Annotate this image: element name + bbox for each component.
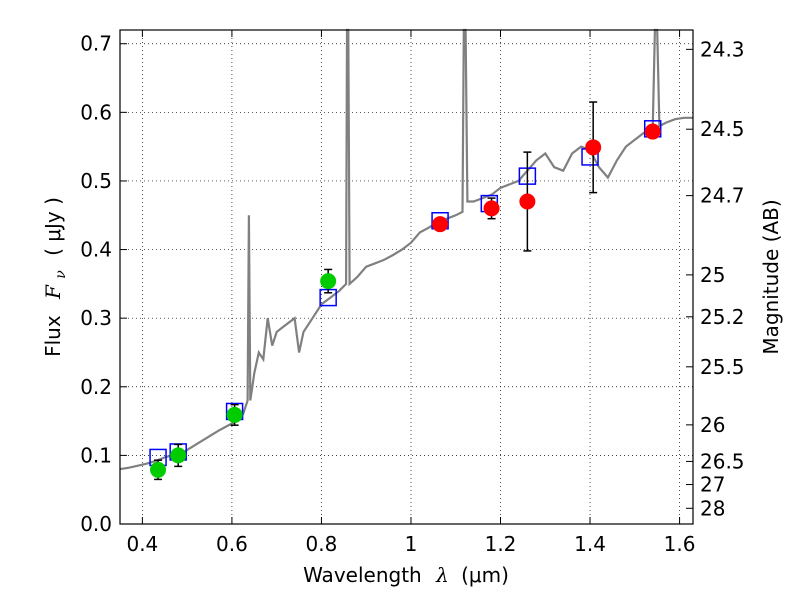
x-tick-label: 0.8 [306,532,338,556]
observed-point [320,273,337,290]
y2-tick-label: 24.3 [700,37,745,61]
y2-tick-label: 24.7 [700,184,745,208]
observed-point [644,123,661,140]
y-tick-label: 0.3 [80,306,112,330]
observed-point [432,216,449,233]
y2-tick-label: 25 [700,263,725,287]
x-tick-label: 1.2 [485,532,517,556]
y2-tick-label: 27 [700,473,725,497]
observed-point [170,447,187,464]
x-tick-label: 1 [405,532,418,556]
observed-point [150,461,167,478]
observed-point [483,200,500,217]
y-axis-label-symbol: F [41,284,65,300]
grid [120,30,693,525]
x-tick-label: 1.4 [574,532,606,556]
model-spectrum [119,28,693,471]
y2-tick-label: 28 [700,496,725,520]
y-tick-label: 0.6 [80,100,112,124]
x-axis-label-symbol: λ [435,563,449,587]
spectrum-line [119,28,693,471]
y2-axis-label: Magnitude (AB) [759,199,783,354]
y2-tick-label: 24.5 [700,117,745,141]
y-tick-label: 0.5 [80,169,112,193]
y2-tick-label: 26.5 [700,449,745,473]
y-tick-label: 0.1 [80,443,112,467]
axis-ticks: 0.4 0.6 0.8 1 1.2 1.4 1.6 0.0 0.1 0.2 0.3 0.4 0.5 0.6… [80,30,745,556]
y2-tick-label: 25.2 [700,305,745,329]
plot-frame [119,29,694,525]
photometry-points [149,101,662,481]
y-tick-label: 0.2 [80,375,112,399]
observed-point [585,139,602,156]
observed-point [519,193,536,210]
y2-tick-label: 26 [700,413,725,437]
x-axis-label: Wavelength λ (μm) [303,563,509,587]
y-axis-label-subscript: ν [53,270,69,279]
x-axis-label-prefix: Wavelength [303,563,422,587]
y-tick-label: 0.7 [80,32,112,56]
y-tick-label: 0.0 [80,512,112,536]
observed-point [226,406,243,423]
x-tick-label: 0.6 [216,532,248,556]
y2-tick-label: 25.5 [700,355,745,379]
y-axis-label-unit: ( μJy ) [41,197,65,256]
x-axis-label-unit: (μm) [461,563,509,587]
x-tick-label: 1.6 [664,532,696,556]
y-axis-label-prefix: Flux [41,315,65,357]
x-tick-label: 0.4 [126,532,158,556]
y-tick-label: 0.4 [80,238,112,262]
y-axis-label: Flux F ν ( μJy ) [41,197,70,357]
